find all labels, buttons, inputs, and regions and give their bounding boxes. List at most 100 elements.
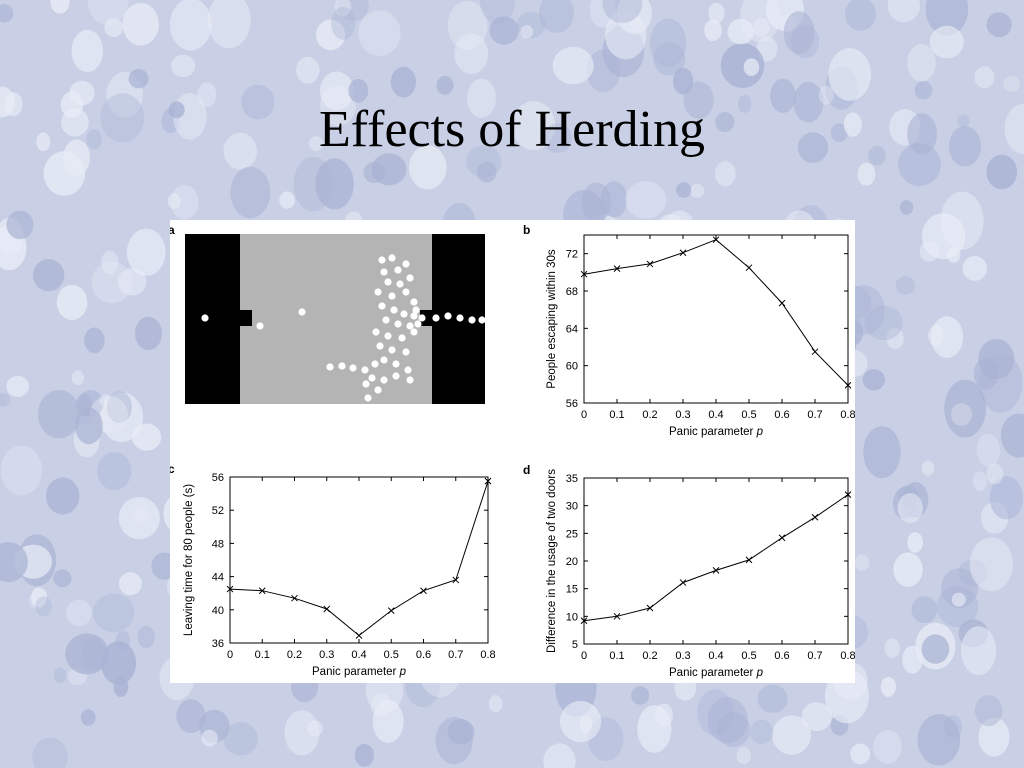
crowd-blob — [37, 390, 81, 439]
crowd-blob — [31, 587, 47, 608]
y-tick-label: 25 — [566, 528, 578, 540]
x-tick-label: 0.5 — [741, 650, 756, 662]
crowd-blob — [488, 695, 503, 713]
crowd-blob — [772, 715, 812, 755]
crowd-blob — [911, 596, 938, 624]
crowd-blob — [951, 592, 966, 607]
crowd-blob — [602, 0, 643, 24]
crowd-blob — [363, 161, 386, 183]
x-tick-label: 0.1 — [609, 409, 624, 421]
crowd-blob — [66, 599, 92, 627]
person-dot — [364, 394, 372, 402]
crowd-blob — [895, 276, 916, 295]
crowd-blob — [466, 78, 496, 118]
crowd-blob — [864, 305, 903, 341]
crowd-blob — [552, 46, 594, 85]
crowd-blob — [454, 33, 489, 75]
crowd-blob — [479, 0, 516, 25]
crowd-blob — [604, 10, 647, 60]
crowd-blob — [53, 667, 67, 684]
x-tick-label: 0.7 — [807, 409, 822, 421]
crowd-blob — [0, 445, 43, 496]
crowd-blob — [436, 75, 454, 95]
crowd-blob — [122, 2, 159, 46]
crowd-blob — [171, 54, 196, 78]
crowd-blob — [921, 634, 950, 664]
crowd-blob — [71, 29, 104, 73]
crowd-blob — [477, 161, 497, 183]
data-point-marker — [613, 265, 621, 272]
person-dot — [410, 298, 418, 306]
crowd-blob — [520, 25, 534, 39]
crowd-blob — [653, 42, 686, 76]
x-axis-title: Panic parameter p — [669, 667, 764, 679]
y-tick-label: 10 — [566, 611, 578, 623]
crowd-blob — [801, 702, 832, 731]
x-tick-label: 0.2 — [642, 650, 657, 662]
crowd-blob — [201, 729, 218, 747]
data-point-marker — [745, 264, 753, 272]
person-dot — [398, 334, 406, 342]
series-line — [583, 239, 849, 386]
crowd-blob — [126, 228, 166, 276]
crowd-blob — [168, 101, 185, 119]
crowd-blob — [0, 86, 15, 118]
x-axis-title-var: p — [756, 667, 764, 679]
crowd-blob — [672, 67, 694, 95]
crowd-blob — [320, 71, 354, 111]
crowd-blob — [134, 316, 162, 351]
y-axis-title: Leaving time for 80 people (s) — [183, 484, 195, 636]
data-point-marker — [646, 604, 654, 612]
crowd-blob — [132, 506, 149, 524]
crowd-blob — [6, 210, 34, 240]
person-dot — [410, 312, 418, 320]
series-line — [583, 494, 849, 622]
left-door — [238, 310, 252, 326]
y-tick-label: 36 — [212, 638, 224, 650]
x-tick-label: 0.2 — [287, 649, 302, 661]
person-dot — [444, 312, 452, 320]
person-dot — [378, 256, 386, 264]
crowd-blob — [132, 423, 162, 451]
crowd-blob — [974, 695, 1003, 727]
crowd-blob — [223, 132, 257, 170]
plot-frame — [583, 234, 849, 404]
data-point-marker — [420, 587, 427, 595]
y-tick-label: 40 — [212, 605, 224, 617]
crowd-blob — [176, 699, 206, 734]
person-dot — [432, 314, 440, 322]
crowd-blob — [793, 81, 824, 123]
person-dot — [382, 316, 390, 324]
simulated-people — [201, 254, 486, 402]
person-dot — [390, 306, 398, 314]
data-point-marker — [679, 579, 687, 586]
crowd-blob — [32, 737, 68, 768]
crowd-blob — [543, 123, 572, 154]
person-dot — [376, 342, 384, 350]
crowd-blob — [117, 268, 147, 296]
crowd-blob — [447, 719, 475, 745]
crowd-blob — [770, 78, 796, 113]
crowd-blob — [897, 493, 923, 523]
data-point-marker — [811, 513, 819, 521]
crowd-blob — [899, 200, 914, 215]
y-tick-label: 15 — [566, 584, 578, 596]
x-tick-label: 0.1 — [255, 649, 270, 661]
crowd-blob — [902, 645, 923, 674]
crowd-blob — [675, 182, 692, 198]
crowd-blob — [862, 369, 886, 391]
series-line — [229, 480, 489, 637]
crowd-blob — [293, 156, 334, 212]
crowd-blob — [61, 108, 89, 137]
crowd-blob — [850, 743, 871, 765]
crowd-blob — [101, 250, 119, 275]
plot-frame — [229, 476, 489, 644]
crowd-blob — [331, 7, 356, 40]
x-tick-label: 0.4 — [351, 649, 366, 661]
panel-c-letter: c — [170, 462, 175, 476]
x-tick-label: 0.8 — [840, 409, 855, 421]
person-dot — [388, 254, 396, 262]
person-dot — [384, 332, 392, 340]
crowd-blob — [989, 476, 1024, 520]
crowd-blob — [893, 552, 923, 587]
